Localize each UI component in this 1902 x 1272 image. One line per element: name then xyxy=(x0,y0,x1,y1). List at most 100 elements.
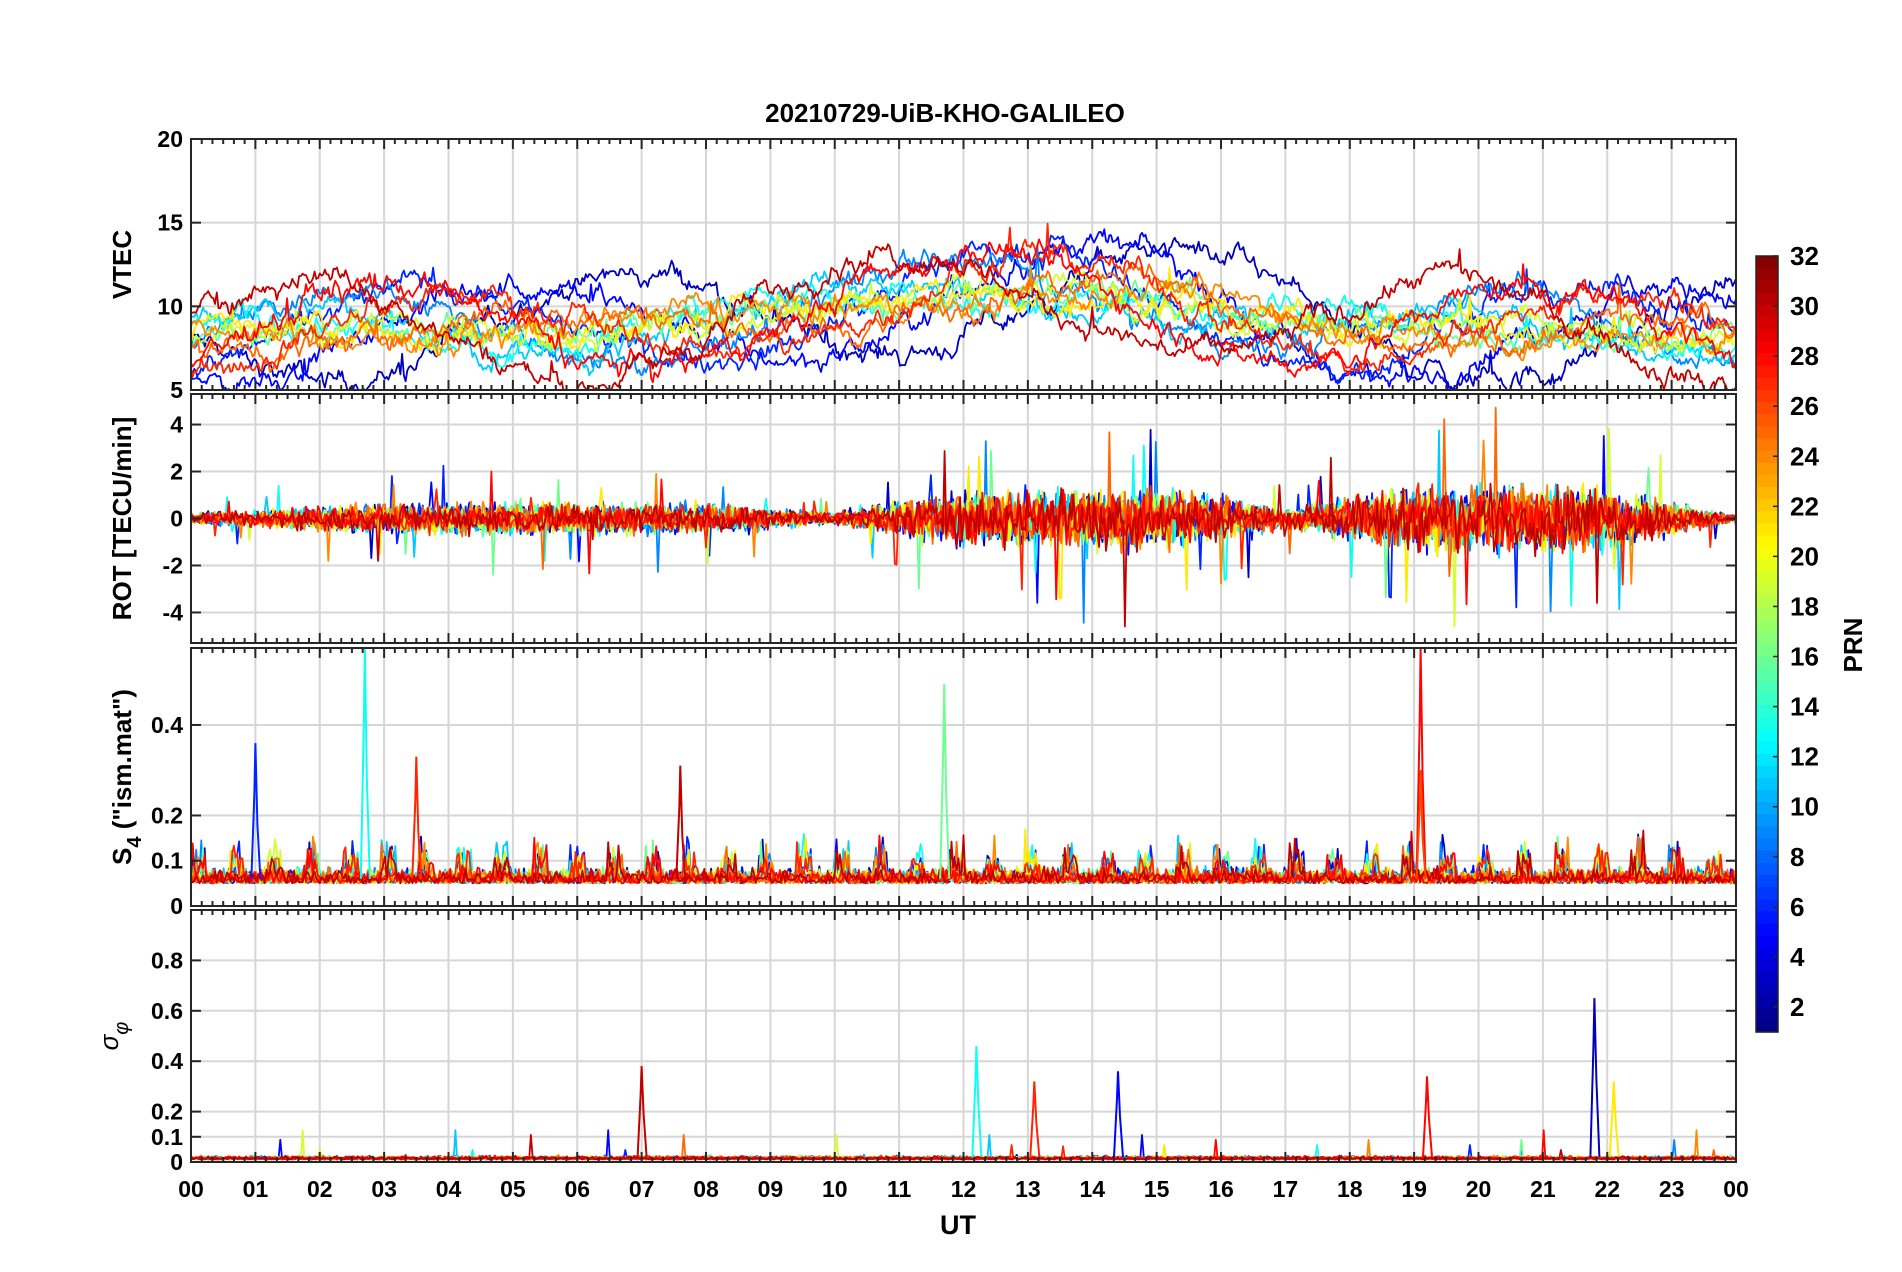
colorbar-swatch xyxy=(1756,268,1778,281)
colorbar-swatch xyxy=(1756,910,1778,924)
colorbar-swatch xyxy=(1756,486,1778,500)
peak-spike xyxy=(636,1066,648,1158)
colorbar-swatch xyxy=(1756,437,1778,451)
series-line-prn-28 xyxy=(191,238,1736,384)
colorbar-tick-label: 24 xyxy=(1790,441,1819,471)
colorbar-swatch xyxy=(1756,947,1778,960)
colorbar-label: PRN xyxy=(1838,618,1868,673)
colorbar-swatch xyxy=(1756,838,1778,851)
colorbar-swatch xyxy=(1756,631,1778,645)
colorbar-swatch xyxy=(1756,728,1778,742)
colorbar-swatch xyxy=(1756,983,1778,997)
x-tick-label: 03 xyxy=(371,1176,397,1202)
y-label-subscript: φ xyxy=(111,1022,133,1035)
grid-sigma_phi xyxy=(191,910,1736,1162)
peak-spike xyxy=(1415,648,1427,879)
x-tick-label: 09 xyxy=(758,1176,784,1202)
colorbar-swatch xyxy=(1756,474,1778,487)
x-tick-label: 22 xyxy=(1594,1176,1620,1202)
colorbar-swatch xyxy=(1756,777,1778,791)
colorbar-swatch xyxy=(1756,534,1778,548)
series-line-prn-28 xyxy=(191,834,1736,885)
colorbar-swatch xyxy=(1756,741,1778,754)
colorbar-swatch xyxy=(1756,704,1778,718)
colorbar-swatch xyxy=(1756,304,1778,318)
panel-s4: 00.10.20.4S4 ("ism.mat") xyxy=(107,647,1737,919)
y-tick-label: 0.1 xyxy=(151,848,183,874)
x-tick-label: 05 xyxy=(500,1176,526,1202)
colorbar-tick-label: 2 xyxy=(1790,992,1804,1022)
peak-spike xyxy=(359,648,371,879)
y-label-rest: ("ism.mat") xyxy=(107,689,137,836)
colorbar-swatch xyxy=(1756,825,1778,839)
colorbar-swatch xyxy=(1756,619,1778,633)
y-tick-label: 0.1 xyxy=(151,1124,183,1150)
peak-spike xyxy=(1608,1081,1620,1158)
series-line-prn-25 xyxy=(191,262,1736,373)
x-tick-label: 20 xyxy=(1466,1176,1492,1202)
colorbar-swatch xyxy=(1756,959,1778,972)
colorbar-swatch xyxy=(1756,256,1778,269)
y-tick-label: 5 xyxy=(170,377,183,403)
colorbar-tick-label: 16 xyxy=(1790,642,1819,672)
x-tick-label: 11 xyxy=(887,1176,912,1202)
colorbar-swatch xyxy=(1756,559,1778,572)
colorbar-tick-label: 8 xyxy=(1790,842,1804,872)
colorbar-swatch xyxy=(1756,656,1778,669)
colorbar-swatch xyxy=(1756,389,1778,403)
colorbar-swatch xyxy=(1756,644,1778,657)
colorbar-swatch xyxy=(1756,898,1778,912)
ticks-sigma_phi: 00.10.2 0.4 0.6 0.8 xyxy=(151,910,1736,1175)
colorbar-tick-label: 6 xyxy=(1790,892,1804,922)
colorbar-swatch xyxy=(1756,522,1778,536)
y-tick-label: 20 xyxy=(157,126,183,152)
series-line-prn-9 xyxy=(191,243,1736,376)
y-label-main: σ xyxy=(94,1033,124,1050)
y-tick-label: 0.4 xyxy=(151,712,183,738)
colorbar-swatch xyxy=(1756,583,1778,597)
colorbar-swatch xyxy=(1756,862,1778,875)
colorbar-tick-label: 32 xyxy=(1790,241,1819,271)
colorbar-tick-label: 12 xyxy=(1790,742,1819,772)
colorbar-swatch xyxy=(1756,789,1778,803)
x-tick-label: 23 xyxy=(1659,1176,1685,1202)
series-line-prn-19 xyxy=(191,271,1736,354)
colorbar-tick-label: 28 xyxy=(1790,341,1819,371)
colorbar-swatch xyxy=(1756,801,1778,815)
x-tick-label: 19 xyxy=(1401,1176,1427,1202)
y-axis-label-sigma_phi: σφ xyxy=(94,1022,133,1051)
colorbar-swatch xyxy=(1756,292,1778,306)
y-axis-label-rot: ROT [TECU/min] xyxy=(107,417,137,621)
series-line-prn-27 xyxy=(191,222,1736,378)
colorbar-swatch xyxy=(1756,510,1778,524)
colorbar-swatch xyxy=(1756,425,1778,439)
colorbar-swatch xyxy=(1756,377,1778,390)
x-tick-label: 08 xyxy=(693,1176,719,1202)
series-rot xyxy=(191,406,1736,628)
series-vtec xyxy=(191,222,1736,390)
x-tick-label: 17 xyxy=(1273,1176,1299,1202)
x-axis-label: UT xyxy=(940,1210,976,1240)
colorbar-frame xyxy=(1755,255,1779,1033)
colorbar-tick-label: 4 xyxy=(1790,942,1805,972)
y-tick-label: 0.4 xyxy=(151,1048,183,1074)
series-line-prn-30 xyxy=(191,243,1736,390)
peak-spike xyxy=(250,743,262,879)
peak-spike xyxy=(1029,1081,1041,1158)
x-tick-label: 00 xyxy=(1723,1176,1749,1202)
colorbar-swatch xyxy=(1756,922,1778,936)
x-tick-label: 02 xyxy=(307,1176,333,1202)
colorbar-swatch xyxy=(1756,753,1778,766)
y-tick-label: 0 xyxy=(170,1149,183,1175)
colorbar-swatch xyxy=(1756,813,1778,827)
colorbar-swatch xyxy=(1756,316,1778,330)
y-tick-label: 4 xyxy=(170,412,183,438)
x-tick-label: 18 xyxy=(1337,1176,1363,1202)
series-line-prn-30 xyxy=(191,829,1736,885)
y-label-main: S xyxy=(107,848,137,865)
colorbar-swatch xyxy=(1756,692,1778,706)
colorbar-swatch xyxy=(1756,886,1778,900)
y-tick-label: 15 xyxy=(157,210,183,236)
colorbar-tick-label: 14 xyxy=(1790,692,1819,722)
colorbar-swatch xyxy=(1756,595,1778,609)
